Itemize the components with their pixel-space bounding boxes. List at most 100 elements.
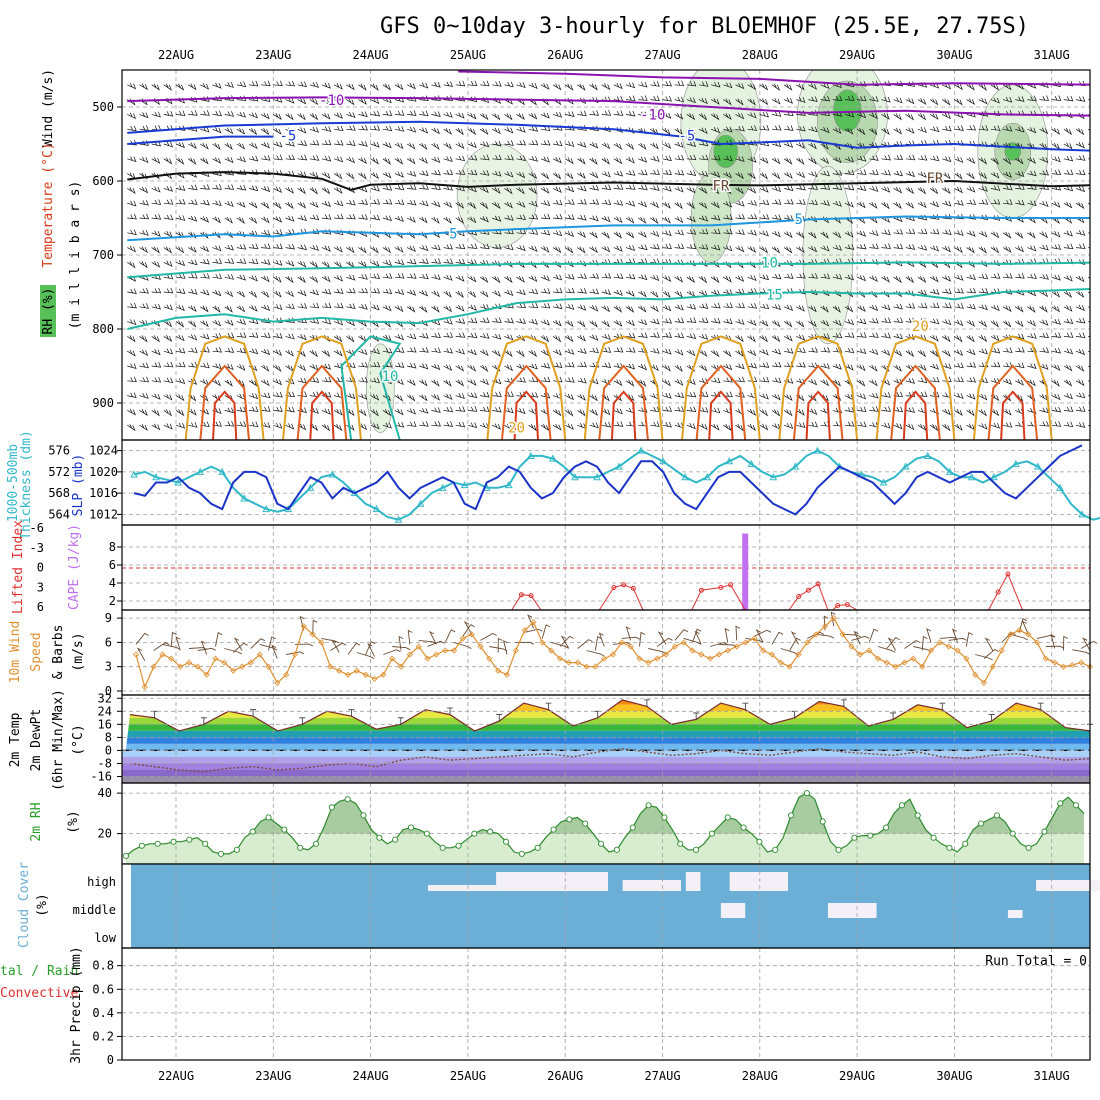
wind-barb bbox=[1075, 379, 1085, 387]
wind-barb bbox=[1075, 243, 1086, 249]
data-point bbox=[645, 802, 652, 809]
wind-barb bbox=[808, 408, 818, 416]
wind-barb bbox=[771, 172, 781, 180]
data-point bbox=[769, 473, 778, 481]
wind-barb bbox=[917, 364, 927, 371]
min-max-whisker bbox=[693, 712, 700, 720]
wind-barb bbox=[638, 305, 647, 313]
wind-barb bbox=[516, 155, 526, 161]
wind-barb bbox=[747, 98, 756, 106]
lifted-tick-label: 0 bbox=[37, 561, 44, 575]
wind-barb bbox=[504, 81, 514, 88]
wind-barb bbox=[504, 377, 514, 384]
wind-barb bbox=[1002, 378, 1013, 385]
data-point bbox=[813, 631, 820, 638]
wind-barb bbox=[975, 654, 993, 661]
wind-barb bbox=[467, 332, 478, 339]
wind-barb bbox=[394, 126, 405, 132]
wind-barb bbox=[893, 423, 903, 430]
wind-barb bbox=[698, 187, 708, 194]
wind-barb bbox=[346, 125, 356, 131]
data-point bbox=[186, 836, 193, 843]
wind-barb bbox=[297, 364, 307, 372]
wind-barb bbox=[1051, 290, 1061, 298]
wind-barb bbox=[881, 304, 891, 311]
wind-barb bbox=[382, 288, 393, 295]
wind-barb bbox=[954, 319, 964, 327]
wind-barb bbox=[331, 639, 340, 653]
wind-barb bbox=[990, 231, 1000, 239]
wind-barb bbox=[735, 229, 745, 235]
wind-barb bbox=[1027, 273, 1037, 280]
wind-barb bbox=[273, 127, 282, 135]
data-point bbox=[1033, 639, 1041, 646]
wind-barb bbox=[1015, 362, 1025, 369]
wind-barb bbox=[917, 201, 927, 209]
wind-barb bbox=[504, 317, 514, 324]
wind-barb bbox=[516, 228, 527, 235]
wind-barb bbox=[504, 423, 513, 431]
wind-barb bbox=[856, 230, 867, 237]
wind-barb bbox=[650, 318, 660, 325]
wind-barb bbox=[431, 332, 441, 339]
wind-barb bbox=[990, 304, 1000, 312]
data-point bbox=[848, 643, 855, 650]
wind-barb bbox=[650, 243, 660, 250]
wind-barb bbox=[1051, 169, 1062, 176]
wind-barb bbox=[929, 334, 939, 342]
wind-barb bbox=[175, 185, 186, 191]
wind-barb bbox=[1036, 634, 1055, 639]
temperature-contour bbox=[127, 171, 1090, 191]
data-point bbox=[1025, 844, 1032, 851]
data-point bbox=[805, 587, 811, 593]
wind-barb bbox=[621, 636, 641, 640]
data-point bbox=[923, 451, 932, 459]
wind-barb bbox=[796, 320, 805, 328]
wind-barb bbox=[1015, 142, 1024, 150]
wind-barb bbox=[346, 409, 355, 417]
data-point bbox=[150, 663, 157, 670]
wind-barb bbox=[358, 335, 367, 343]
temperature-band bbox=[122, 750, 1090, 757]
min-max-whisker bbox=[1037, 702, 1044, 710]
wind-barb bbox=[224, 290, 234, 298]
wind-barb bbox=[625, 142, 635, 151]
wind-barb bbox=[151, 409, 160, 417]
wind-barb bbox=[224, 82, 234, 88]
wind-barb bbox=[236, 305, 246, 313]
data-point bbox=[661, 814, 668, 821]
wind-barb bbox=[394, 259, 405, 265]
wind-barb bbox=[598, 632, 605, 647]
y-tick-label: 40 bbox=[98, 786, 112, 800]
wind-barb bbox=[723, 171, 732, 179]
data-point bbox=[300, 623, 307, 630]
wind-barb bbox=[200, 184, 210, 190]
min-max-whisker bbox=[299, 717, 306, 725]
wind-barb bbox=[163, 393, 173, 401]
wind-barb bbox=[913, 646, 932, 652]
data-point bbox=[526, 451, 535, 459]
wind-barb bbox=[467, 141, 477, 149]
wind-barb bbox=[419, 407, 429, 414]
wind-barb bbox=[419, 290, 429, 297]
data-point bbox=[240, 494, 249, 502]
wind-barb bbox=[711, 407, 721, 414]
wind-barb bbox=[905, 201, 915, 209]
wind-barb bbox=[175, 157, 185, 165]
data-point bbox=[835, 846, 842, 853]
wind-barb bbox=[735, 335, 744, 343]
wind-barb bbox=[942, 172, 951, 180]
wind-barb bbox=[516, 245, 526, 252]
data-point bbox=[291, 651, 299, 658]
wind-barb bbox=[844, 274, 855, 281]
wind-barb bbox=[1075, 422, 1086, 428]
wind-barb bbox=[844, 95, 855, 101]
rh-shading bbox=[713, 134, 739, 168]
wind-barb bbox=[431, 407, 441, 413]
cloud-level-label: high bbox=[87, 875, 116, 889]
data-point bbox=[883, 659, 890, 666]
dewpoint-line bbox=[129, 748, 1091, 773]
wind-barb bbox=[443, 274, 453, 281]
wind-barb bbox=[151, 362, 162, 368]
wind-barb bbox=[735, 302, 745, 309]
